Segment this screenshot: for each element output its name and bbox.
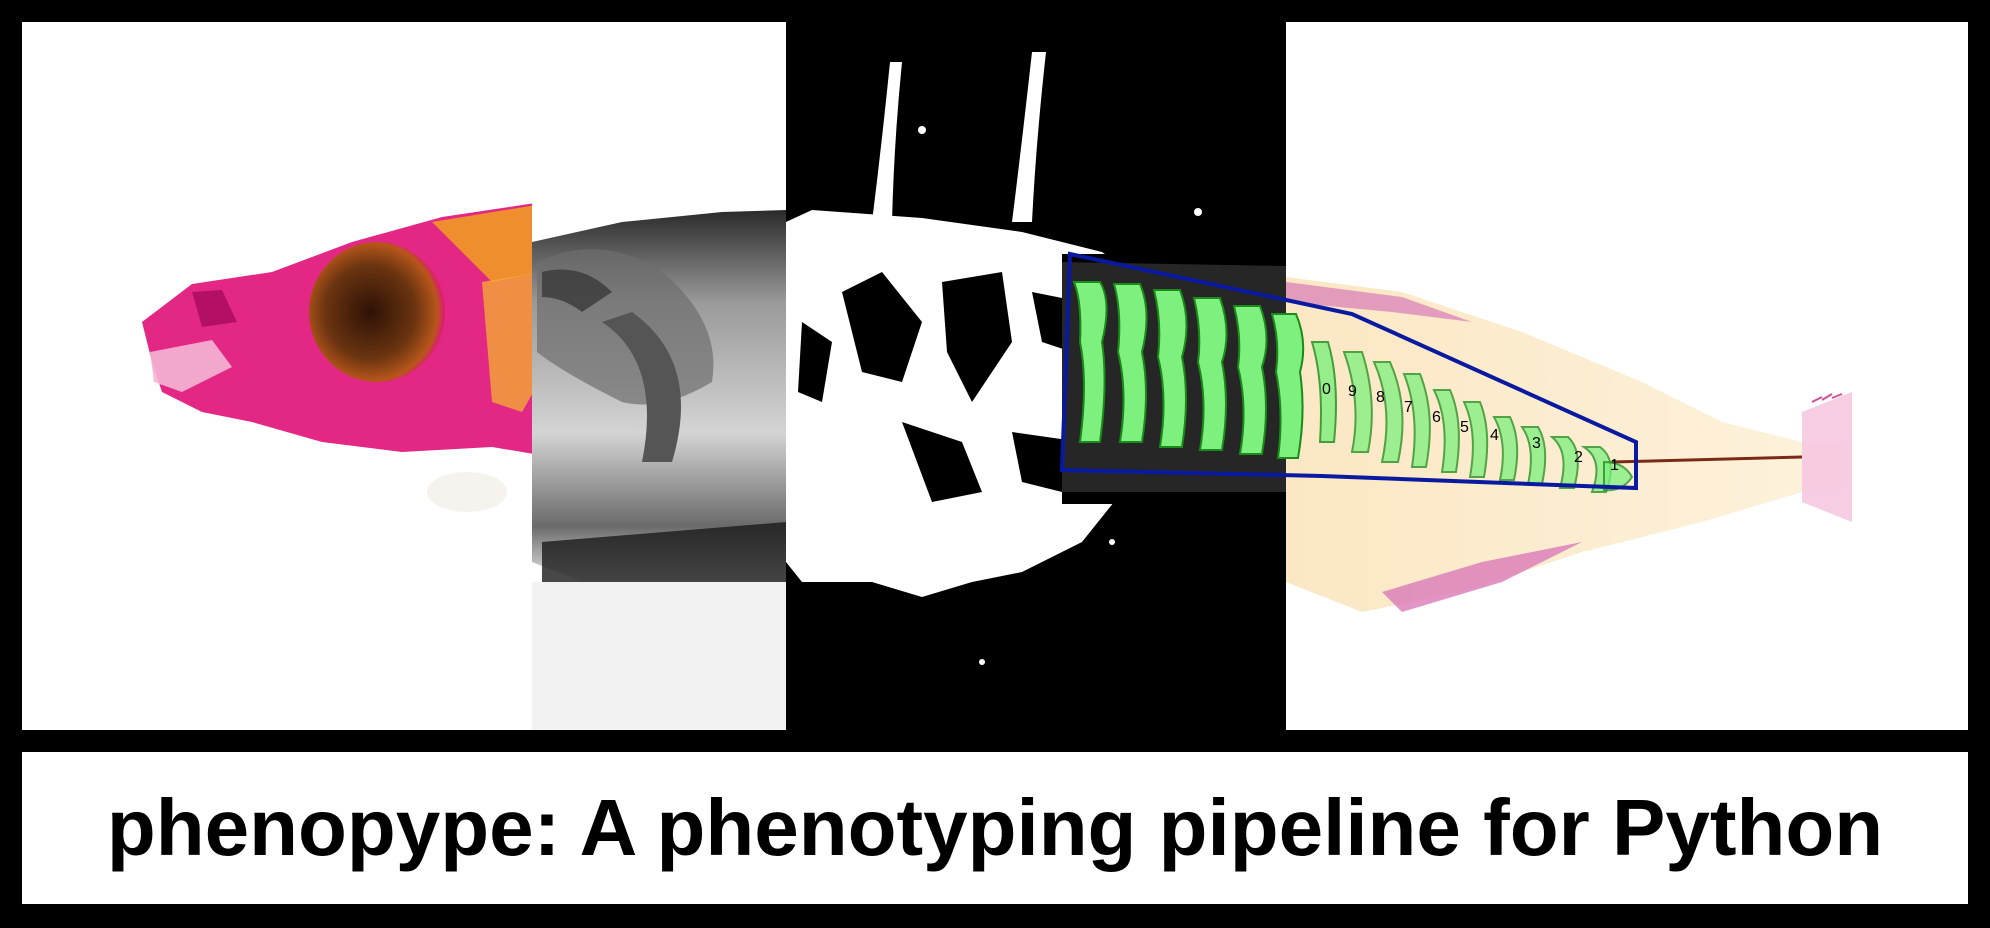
vertebra-label: 6: [1432, 409, 1441, 426]
roi-polygon: [1059, 251, 1638, 491]
vertebra-label: 3: [1532, 435, 1541, 452]
stained-tail-section: [1286, 22, 1968, 730]
vertebra-label: 1: [1610, 457, 1619, 474]
vertebra-label: 7: [1404, 399, 1413, 416]
vertebra-segments: [1072, 281, 1634, 493]
vertebra-label: 2: [1574, 449, 1583, 466]
grayscale-section: [532, 22, 786, 730]
vertebra-label: 5: [1460, 419, 1469, 436]
vertebra-number-labels: 0 9 8 7 6 5 4 3 2 1: [1322, 381, 1619, 474]
vertebra-label: 8: [1376, 389, 1385, 406]
fish-composite-image: 0 9 8 7 6 5 4 3 2 1: [22, 22, 1968, 730]
vertebra-label: 4: [1490, 427, 1499, 444]
eye: [309, 242, 445, 382]
caption-box: phenopype: A phenotyping pipeline for Py…: [22, 752, 1968, 904]
fish-illustration: 0 9 8 7 6 5 4 3 2 1: [142, 22, 1968, 730]
vertebra-label: 0: [1322, 381, 1331, 398]
vertebra-label: 9: [1348, 383, 1357, 400]
caption-title: phenopype: A phenotyping pipeline for Py…: [106, 783, 1884, 872]
